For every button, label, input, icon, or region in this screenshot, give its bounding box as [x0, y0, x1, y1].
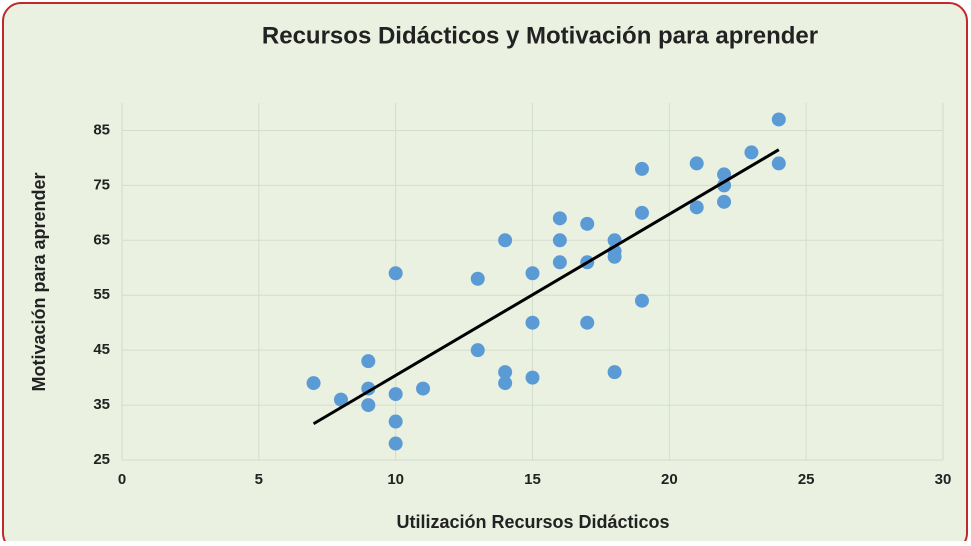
- x-tick-label: 15: [524, 471, 541, 488]
- scatter-point: [689, 156, 704, 171]
- scatter-point: [771, 156, 786, 171]
- scatter-point: [580, 315, 595, 330]
- scatter-point: [498, 233, 513, 248]
- scatter-point: [689, 200, 704, 215]
- scatter-point: [525, 370, 540, 385]
- y-tick-label: 55: [93, 286, 110, 303]
- y-tick-label: 85: [93, 121, 110, 138]
- x-tick-label: 10: [387, 471, 404, 488]
- scatter-point: [607, 365, 622, 380]
- scatter-point: [525, 266, 540, 281]
- scatter-point: [498, 365, 513, 380]
- y-tick-label: 75: [93, 176, 110, 193]
- x-tick-label: 25: [798, 471, 815, 488]
- scatter-point: [388, 414, 403, 429]
- chart-title: Recursos Didácticos y Motivación para ap…: [262, 22, 818, 49]
- scatter-point: [607, 249, 622, 264]
- scatter-point: [306, 376, 321, 391]
- scatter-point: [361, 354, 376, 369]
- scatter-point: [388, 436, 403, 451]
- scatter-point: [744, 145, 759, 160]
- scatter-point: [717, 194, 732, 209]
- x-tick-label: 30: [935, 471, 952, 488]
- x-tick-label: 0: [118, 471, 126, 488]
- scatter-point: [717, 167, 732, 182]
- x-axis-label: Utilización Recursos Didácticos: [396, 512, 669, 532]
- scatter-point: [333, 392, 348, 407]
- scatter-point: [771, 112, 786, 127]
- y-tick-label: 45: [93, 341, 110, 358]
- scatter-point: [470, 271, 485, 286]
- scatter-point: [361, 398, 376, 413]
- y-tick-label: 65: [93, 231, 110, 248]
- scatter-point: [416, 381, 431, 396]
- y-tick-label: 35: [93, 396, 110, 413]
- scatter-point: [388, 387, 403, 402]
- scatter-point: [552, 211, 567, 226]
- scatter-point: [717, 178, 732, 193]
- scatter-point: [498, 376, 513, 391]
- x-tick-label: 5: [255, 471, 263, 488]
- x-tick-label: 20: [661, 471, 678, 488]
- scatter-point: [552, 233, 567, 248]
- scatter-point: [634, 161, 649, 176]
- scatter-point: [552, 255, 567, 270]
- y-tick-label: 25: [93, 451, 110, 468]
- scatter-point: [470, 343, 485, 358]
- scatter-point: [525, 315, 540, 330]
- scatter-point: [634, 293, 649, 308]
- scatter-point: [388, 266, 403, 281]
- scatter-point: [580, 216, 595, 231]
- scatter-point: [634, 205, 649, 220]
- trendline: [312, 148, 780, 426]
- y-axis-label: Motivación para aprender: [29, 172, 49, 391]
